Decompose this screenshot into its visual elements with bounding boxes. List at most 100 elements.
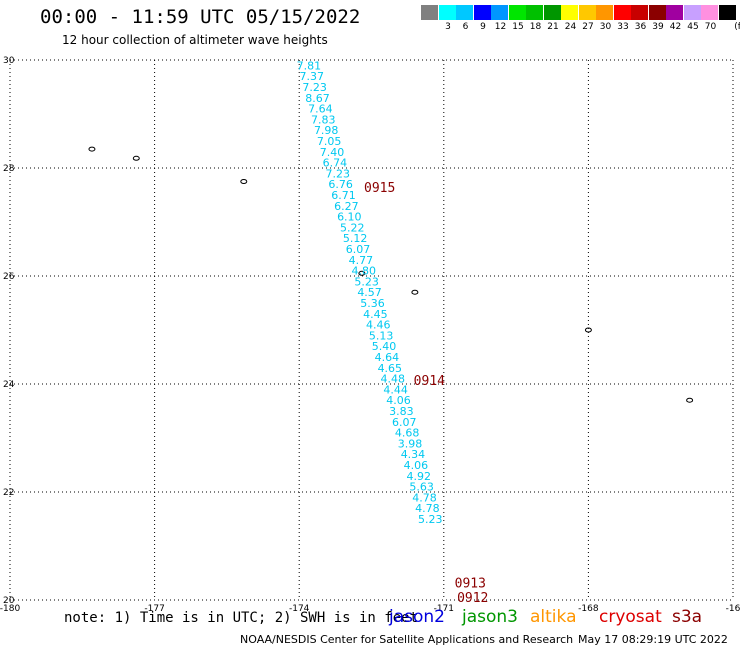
map-subtitle: 12 hour collection of altimeter wave hei… (62, 33, 328, 47)
swh-value: 5.13 (369, 329, 394, 342)
swh-value: 4.06 (386, 394, 411, 407)
swh-value: 4.34 (401, 448, 426, 461)
swh-value: 8.67 (305, 92, 330, 105)
swh-value: 7.37 (299, 70, 324, 83)
island-outline (358, 270, 366, 276)
lon-tick-label: -177 (144, 604, 164, 614)
pass-time-label: 0913 (455, 577, 486, 592)
legend-swatch (718, 5, 736, 20)
island-outline (132, 155, 140, 161)
swh-value: 5.40 (372, 340, 397, 353)
swh-value: 6.76 (328, 178, 353, 191)
swh-value: 4.64 (375, 351, 400, 364)
legend-swatch (701, 5, 718, 20)
island-outline (411, 289, 419, 295)
map-title: 00:00 - 11:59 UTC 05/15/2022 (40, 6, 361, 28)
island-outline (686, 397, 694, 403)
legend-swatch (596, 5, 613, 20)
swh-value: 5.22 (340, 221, 365, 234)
legend-label: 70 (704, 22, 717, 32)
swh-value: 6.74 (323, 157, 348, 170)
swh-value: 6.07 (392, 416, 417, 429)
legend-label: 33 (617, 22, 629, 32)
swh-value: 5.23 (354, 275, 379, 288)
swh-value: 3.98 (398, 437, 423, 450)
swh-value: 4.78 (415, 502, 440, 515)
swh-value: 5.23 (418, 513, 443, 526)
legend-swatch (666, 5, 683, 20)
legend-swatch (526, 5, 543, 20)
swh-value: 6.07 (346, 243, 371, 256)
legend-label: 30 (599, 22, 612, 32)
satellite-s3a-label: s3a (672, 607, 703, 627)
legend-label: 45 (687, 22, 699, 32)
lat-tick-label: 30 (3, 56, 15, 66)
island-outline (584, 327, 592, 333)
lat-tick-label: 28 (3, 164, 15, 174)
swh-value: 4.46 (366, 319, 391, 332)
legend-swatch (683, 5, 701, 20)
legend-swatch (578, 5, 596, 20)
swh-value: 4.48 (380, 373, 405, 386)
swh-value: 6.10 (337, 211, 362, 224)
swh-value: 4.65 (378, 362, 403, 375)
legend-swatch (648, 5, 666, 20)
legend-label: 27 (582, 22, 594, 32)
legend-swatch (438, 5, 456, 20)
legend-swatch (543, 5, 561, 20)
satellite-jason2-label: jason2 (389, 607, 445, 627)
swh-value: 4.06 (404, 459, 429, 472)
legend-label: 36 (634, 22, 647, 32)
lat-tick-label: 26 (3, 272, 15, 282)
swh-value: 5.36 (360, 297, 385, 310)
legend-unit: (ft) (734, 22, 740, 32)
lat-tick-label: 24 (3, 380, 15, 390)
swh-value: 7.81 (297, 59, 322, 72)
island-outline (240, 179, 248, 184)
legend-swatch (508, 5, 526, 20)
lat-tick-label: 20 (3, 596, 15, 606)
pass-time-label: 0912 (457, 591, 488, 606)
satellite-altika-label: altika (530, 607, 577, 627)
legend-label: 12 (494, 22, 507, 32)
swh-value: 3.83 (389, 405, 414, 418)
legend-label: 21 (547, 22, 559, 32)
swh-value: 7.40 (320, 146, 345, 159)
swh-value: 7.98 (314, 124, 339, 137)
pass-time-label: 0915 (364, 181, 395, 196)
satellite-jason3-label: jason3 (462, 607, 518, 627)
swh-value: 7.64 (308, 103, 333, 116)
swh-value: 4.78 (412, 491, 437, 504)
legend-swatch (456, 5, 473, 20)
legend-swatch (491, 5, 508, 20)
pass-time-label: 0914 (414, 374, 445, 389)
legend-swatch (631, 5, 648, 20)
swh-value: 6.27 (334, 200, 359, 213)
legend-label: 15 (512, 22, 524, 32)
swh-value: 5.63 (409, 481, 434, 494)
island-outline (88, 146, 96, 152)
legend-swatch (473, 5, 491, 20)
lat-tick-label: 22 (3, 488, 14, 498)
swh-value: 4.68 (395, 427, 420, 440)
swh-value: 6.71 (331, 189, 356, 202)
legend-swatch (561, 5, 578, 20)
lon-tick-label: -168 (578, 604, 599, 614)
legend-label: 3 (445, 22, 451, 32)
lon-tick-label: -171 (434, 604, 454, 614)
swh-value: 4.44 (383, 383, 408, 396)
swh-value: 5.12 (343, 232, 368, 245)
legend-swatch (421, 5, 438, 20)
lon-tick-label: -180 (0, 604, 20, 614)
swh-value: 7.05 (317, 135, 342, 148)
legend-label: 18 (529, 22, 542, 32)
swh-value: 4.92 (406, 470, 431, 483)
generated-timestamp: May 17 08:29:19 UTC 2022 (578, 633, 728, 646)
swh-value: 7.83 (311, 113, 336, 126)
swh-value: 7.23 (302, 81, 327, 94)
legend-label: 42 (669, 22, 682, 32)
legend-label: 6 (462, 22, 469, 32)
legend-label: 9 (480, 22, 486, 32)
swh-value: 4.77 (349, 254, 374, 267)
